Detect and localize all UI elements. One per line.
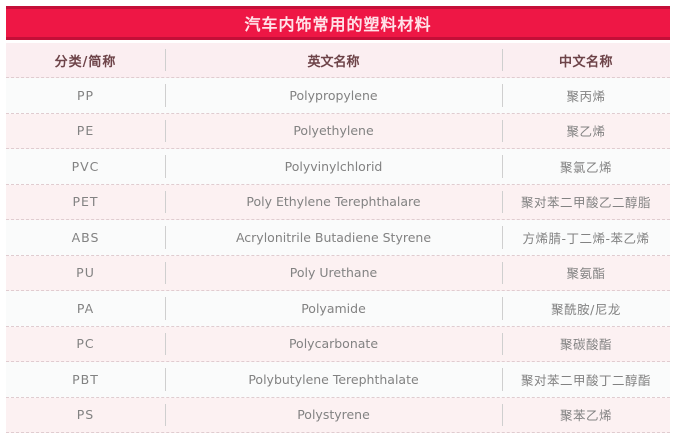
cell-english-name: Poly Ethylene Terephthalare: [165, 185, 502, 220]
table-title-banner: 汽车内饰常用的塑料材料: [6, 6, 670, 40]
table-body: PP Polypropylene 聚丙烯 PE Polyethylene 聚乙烯…: [6, 78, 670, 433]
column-header-zh: 中文名称: [502, 43, 670, 77]
cell-abbreviation: PP: [76, 87, 95, 103]
cell-abbreviation: PC: [76, 336, 95, 352]
table-row: PP Polypropylene 聚丙烯: [6, 78, 670, 114]
cell-chinese-name: 聚氨酯: [502, 256, 670, 291]
cell-english-name: Polybutylene Terephthalate: [165, 362, 502, 397]
table-row: PA Polyamide 聚酰胺/尼龙: [6, 291, 670, 327]
cell-english-name: Acrylonitrile Butadiene Styrene: [165, 220, 502, 255]
cell-chinese-name: 聚苯乙烯: [502, 398, 670, 433]
cell-abbreviation: PU: [76, 265, 95, 281]
cell-english-name: Polypropylene: [165, 78, 502, 113]
table-row: PC Polycarbonate 聚碳酸酯: [6, 326, 670, 362]
page-title: 汽车内饰常用的塑料材料: [244, 15, 432, 34]
cell-english-name: Polycarbonate: [165, 327, 502, 362]
table-row: PU Poly Urethane 聚氨酯: [6, 255, 670, 291]
table-header-row: 分类/简称 英文名称 中文名称: [6, 43, 670, 78]
cell-chinese-name: 聚对苯二甲酸丁二醇酯: [502, 362, 670, 397]
cell-abbreviation: PA: [76, 300, 95, 316]
cell-abbreviation: PE: [76, 123, 95, 139]
cell-abbreviation: PET: [72, 194, 99, 210]
table-row: PE Polyethylene 聚乙烯: [6, 113, 670, 149]
cell-chinese-name: 方烯腈-丁二烯-苯乙烯: [502, 220, 670, 255]
cell-abbreviation: PVC: [71, 158, 100, 174]
cell-chinese-name: 聚丙烯: [502, 78, 670, 113]
column-header-en: 英文名称: [165, 43, 502, 77]
cell-chinese-name: 聚酰胺/尼龙: [502, 291, 670, 326]
cell-abbreviation: ABS: [71, 229, 100, 245]
cell-abbreviation: PBT: [72, 371, 99, 387]
materials-table: 分类/简称 英文名称 中文名称 PP Polypropylene 聚丙烯 PE …: [6, 43, 670, 433]
cell-english-name: Polystyrene: [165, 398, 502, 433]
cell-chinese-name: 聚对苯二甲酸乙二醇脂: [502, 185, 670, 220]
cell-chinese-name: 聚氯乙烯: [502, 149, 670, 184]
table-row: PS Polystyrene 聚苯乙烯: [6, 397, 670, 433]
cell-english-name: Polyvinylchlorid: [165, 149, 502, 184]
column-header-abbr: 分类/简称: [54, 54, 117, 70]
cell-english-name: Polyethylene: [165, 114, 502, 149]
cell-english-name: Poly Urethane: [165, 256, 502, 291]
cell-english-name: Polyamide: [165, 291, 502, 326]
table-row: PBT Polybutylene Terephthalate 聚对苯二甲酸丁二醇…: [6, 362, 670, 398]
cell-abbreviation: PS: [76, 407, 95, 423]
table-row: PVC Polyvinylchlorid 聚氯乙烯: [6, 149, 670, 185]
table-row: ABS Acrylonitrile Butadiene Styrene 方烯腈-…: [6, 220, 670, 256]
cell-chinese-name: 聚乙烯: [502, 114, 670, 149]
cell-chinese-name: 聚碳酸酯: [502, 327, 670, 362]
table-row: PET Poly Ethylene Terephthalare 聚对苯二甲酸乙二…: [6, 184, 670, 220]
